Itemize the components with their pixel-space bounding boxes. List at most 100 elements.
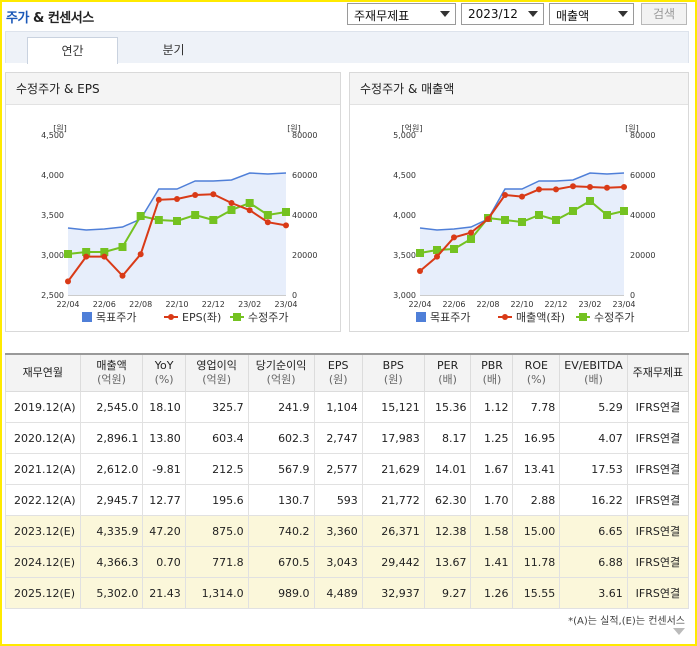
legend-adjusted-price: 수정주가 [594,311,634,324]
left-tick-label: 4,500 [393,171,416,180]
right-tick-label: 80000 [630,131,655,140]
left-series-point [283,222,289,229]
left-series-point [417,268,423,274]
title-main: 주가 [6,11,29,26]
left-series-point [519,193,525,200]
table-cell: 15,121 [361,391,425,423]
x-tick-label: 22/12 [544,300,567,309]
adjusted-price-point [416,249,424,257]
x-tick-label: 22/12 [202,300,225,309]
table-header-cell: EPS (원) [313,353,363,392]
header-unit: (배) [584,373,603,386]
table-header-cell: ROE (%) [512,353,561,392]
adjusted-price-point [450,245,458,253]
legend-adjusted-price-marker [233,313,241,321]
table-cell: 4,335.9 [79,515,144,547]
table-header-cell: 영업이익 (억원) [184,353,249,392]
period-select-value: 2023/12 [468,7,518,21]
left-series-point [174,196,180,202]
legend-target-price: 목표주가 [430,311,470,324]
item-select[interactable]: 매출액 [549,3,634,25]
tab-quarterly[interactable]: 분기 [162,43,185,57]
adjusted-price-point [467,235,475,243]
expand-arrow-icon[interactable] [673,628,685,635]
chevron-down-icon [440,11,450,17]
left-series-point [434,253,440,260]
footnote: *(A)는 실적,(E)는 컨센서스 [568,616,685,627]
left-series-point [570,183,576,190]
table-cell: 21.43 [142,577,186,609]
tab-annual[interactable]: 연간 [27,37,118,64]
table-cell: 603.4 [184,422,249,454]
x-tick-label: 22/04 [56,300,79,309]
left-tick-label: 4,000 [393,211,416,220]
header-label: ROE [524,359,548,372]
search-button[interactable]: 검색 [641,3,687,25]
x-tick-label: 22/04 [408,300,431,309]
legend-target-price-swatch [416,312,426,322]
left-series-point [451,234,457,241]
table-cell: 1.58 [470,515,514,547]
table-cell: 15.00 [512,515,561,547]
table-cell: 4,366.3 [79,546,144,578]
table-cell: IFRS연결 [626,484,690,516]
table-cell: IFRS연결 [626,577,690,609]
header-unit: (원) [328,373,348,386]
left-series-point [621,184,627,190]
right-axis-unit: [원] [287,124,301,133]
header-label: PBR [481,359,503,372]
x-tick-label: 23/02 [238,300,261,309]
chart-panel-revenue: 수정주가 & 매출액 [억원] [원] 5,000 4,500 4,000 3,500 3,… [349,72,689,332]
table-header-cell: EV/EBITDA (배) [559,353,628,392]
table-cell: 17.53 [559,453,628,485]
header-label: 재무연월 [22,366,64,379]
chevron-down-icon [618,11,628,17]
legend-adjusted-price: 수정주가 [248,311,288,324]
table-cell: 195.6 [184,484,249,516]
statement-select[interactable]: 주재무제표 [347,3,456,25]
table-cell: 6.88 [559,546,628,578]
header: 주가 & 컨센서스 주재무제표 2023/12 매출액 검색 [4,3,687,29]
table-cell: 2.88 [512,484,561,516]
x-tick-label: 22/08 [129,300,152,309]
x-tick-label: 23/04 [274,300,297,309]
target-price-area [68,173,286,295]
table-cell: 2,896.1 [79,422,144,454]
table-cell: 740.2 [247,515,315,547]
x-tick-label: 22/10 [165,300,188,309]
table-cell: 325.7 [184,391,249,423]
table-cell: 13.80 [142,422,186,454]
table-cell: 771.8 [184,546,249,578]
table-cell: 602.3 [247,422,315,454]
table-cell: 29,442 [361,546,425,578]
table-cell: 1,104 [313,391,363,423]
table-cell: 2020.12(A) [5,422,81,454]
header-unit: (억원) [202,373,232,386]
table-cell: 2,577 [313,453,363,485]
left-tick-label: 3,000 [393,291,416,300]
left-series-point [246,207,253,214]
table-cell: 1.67 [470,453,514,485]
table-body: 2019.12(A) 2,545.0 18.10 325.7 241.9 1,104 15,… [5,391,690,609]
header-unit: (원) [383,373,403,386]
left-series-point [101,253,108,260]
left-series-point [536,186,542,193]
adjusted-price-point [64,250,72,258]
adjusted-price-point [263,211,272,219]
x-tick-label: 22/06 [93,300,116,309]
period-select[interactable]: 2023/12 [461,3,544,25]
table-cell: 2,747 [313,422,363,454]
table-cell: -9.81 [142,453,186,485]
table-cell: 1,314.0 [184,577,249,609]
table-cell: 3,043 [313,546,363,578]
header-unit: (%) [526,373,546,386]
left-series-point [83,253,90,260]
left-series-point [468,229,474,236]
table-cell: 9.27 [423,577,472,609]
legend-left-series-marker [502,314,508,320]
statement-select-value: 주재무제표 [354,9,410,23]
table-cell: 17,983 [361,422,425,454]
adjusted-price-point [569,207,577,215]
table-cell: 989.0 [247,577,315,609]
x-tick-label: 23/04 [612,300,635,309]
